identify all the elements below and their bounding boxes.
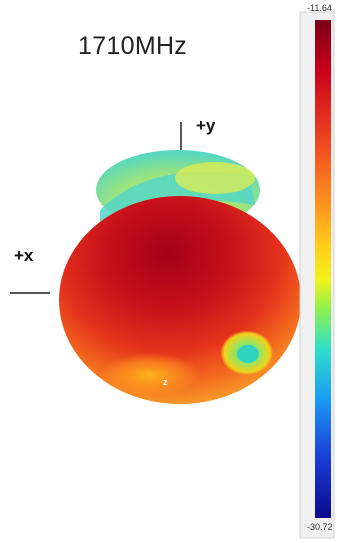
- frequency-title: 1710MHz: [78, 32, 188, 60]
- pattern-main-lobe: [59, 196, 301, 404]
- colorbar-min-label: -30.72: [307, 522, 333, 532]
- z-axis-label: z: [163, 377, 168, 387]
- colorbar-max-label: -11.64: [307, 3, 332, 13]
- colorbar-gradient: [315, 20, 331, 518]
- y-axis-label: +y: [196, 116, 216, 135]
- x-axis-label: +x: [14, 246, 34, 265]
